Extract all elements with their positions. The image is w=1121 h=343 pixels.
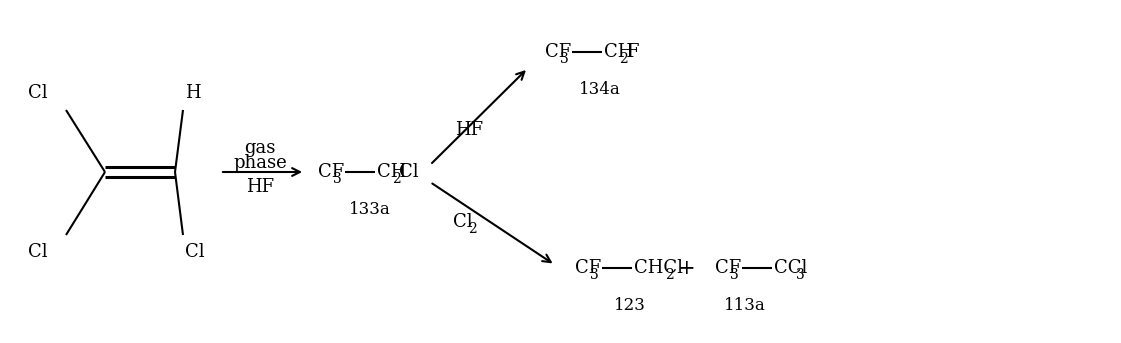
- Text: 3: 3: [730, 268, 739, 282]
- Text: 113a: 113a: [724, 296, 766, 314]
- Text: CF: CF: [715, 259, 741, 277]
- Text: +: +: [678, 259, 696, 277]
- Text: Cl: Cl: [185, 243, 205, 261]
- Text: HF: HF: [455, 121, 483, 139]
- Text: CH: CH: [377, 163, 407, 181]
- Text: 2: 2: [619, 52, 628, 66]
- Text: gas: gas: [244, 139, 276, 157]
- Text: CF: CF: [545, 43, 572, 61]
- Text: CF: CF: [575, 259, 601, 277]
- Text: 134a: 134a: [580, 82, 621, 98]
- Text: Cl: Cl: [399, 163, 418, 181]
- Text: 133a: 133a: [349, 201, 391, 218]
- Text: H: H: [185, 84, 201, 102]
- Text: Cl: Cl: [28, 243, 47, 261]
- Text: 123: 123: [614, 296, 646, 314]
- Text: Cl: Cl: [28, 84, 47, 102]
- Text: 2: 2: [467, 222, 476, 236]
- Text: CCl: CCl: [773, 259, 807, 277]
- Text: CF: CF: [318, 163, 344, 181]
- Text: CH: CH: [604, 43, 633, 61]
- Text: Cl: Cl: [453, 213, 473, 231]
- Text: 3: 3: [560, 52, 568, 66]
- Text: 2: 2: [392, 172, 400, 186]
- Text: 3: 3: [333, 172, 342, 186]
- Text: 3: 3: [796, 268, 805, 282]
- Text: 3: 3: [590, 268, 599, 282]
- Text: 2: 2: [665, 268, 674, 282]
- Text: phase: phase: [233, 154, 287, 172]
- Text: CHCl: CHCl: [634, 259, 683, 277]
- Text: F: F: [626, 43, 639, 61]
- Text: HF: HF: [245, 178, 274, 196]
